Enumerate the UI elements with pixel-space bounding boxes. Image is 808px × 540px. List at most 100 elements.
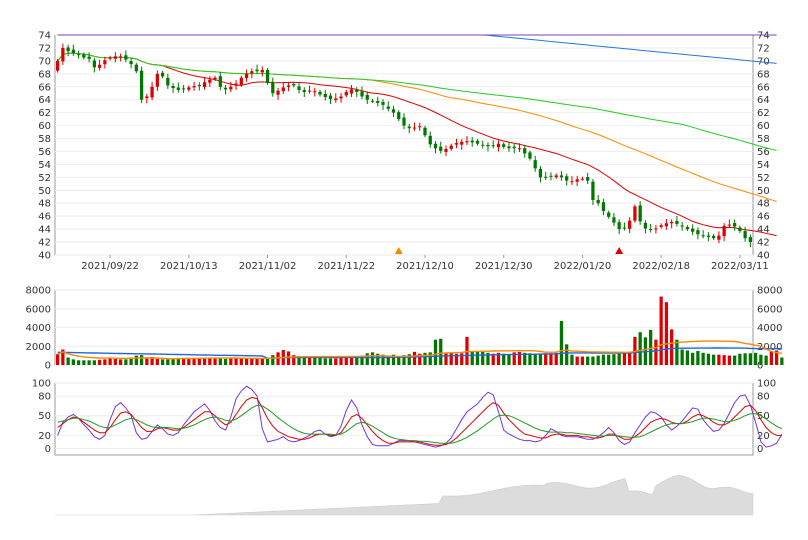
- price-ytick-right: 50: [757, 186, 770, 197]
- oscillator-line-1: [57, 385, 783, 448]
- price-ytick-left: 54: [38, 160, 51, 171]
- candle-body: [129, 61, 133, 65]
- volume-ytick-right: 0: [757, 361, 763, 372]
- volume-bar: [774, 350, 779, 365]
- price-frame: [54, 34, 754, 256]
- volume-bar: [460, 353, 464, 365]
- candle-body: [580, 178, 585, 180]
- volume-bar: [680, 349, 684, 365]
- candle-body: [286, 85, 291, 87]
- price-ytick-left: 70: [38, 56, 51, 67]
- oscillator-ytick-right: 80: [757, 392, 770, 403]
- volume-ma-line-1: [57, 347, 782, 359]
- volume-bar: [549, 353, 553, 365]
- volume-bar: [139, 355, 144, 365]
- candle-body: [444, 148, 448, 152]
- candle-body: [554, 175, 558, 178]
- candle-body: [607, 212, 611, 217]
- volume-ytick-right: 6000: [757, 304, 782, 315]
- volume-bar: [187, 357, 191, 365]
- volume-bar: [307, 357, 312, 365]
- candle-body: [66, 47, 70, 52]
- volume-bar: [197, 358, 201, 365]
- candle-body: [664, 223, 669, 227]
- volume-bar: [507, 354, 511, 365]
- price-xtick-label: 2021/11/22: [317, 261, 375, 272]
- volume-bar: [103, 359, 107, 365]
- volume-bar: [654, 339, 658, 365]
- price-ytick-left: 64: [38, 95, 51, 106]
- volume-bar: [538, 354, 543, 365]
- volume-ytick-left: 8000: [26, 286, 51, 297]
- candle-body: [166, 77, 170, 86]
- volume-bar: [748, 353, 753, 365]
- candle-body: [334, 98, 338, 101]
- volume-bar: [213, 358, 217, 365]
- volume-bar: [323, 358, 327, 365]
- volume-bar: [407, 354, 411, 365]
- candle-body: [176, 87, 180, 90]
- price-xtick-label: 2022/02/18: [632, 261, 690, 272]
- candle-body: [586, 177, 590, 181]
- volume-bar: [181, 357, 186, 365]
- volume-ytick-left: 0: [45, 361, 51, 372]
- candle-body: [239, 77, 243, 86]
- volume-bar: [76, 360, 81, 365]
- price-ytick-right: 74: [757, 31, 770, 42]
- candle-body: [229, 86, 233, 90]
- volume-bar: [601, 354, 606, 365]
- price-ytick-right: 62: [757, 108, 770, 119]
- candle-body: [596, 200, 600, 204]
- candle-body: [349, 89, 354, 94]
- candle-body: [208, 79, 212, 83]
- candle-body: [491, 145, 495, 147]
- oscillator-line-2: [57, 396, 782, 446]
- candle-body: [328, 95, 333, 100]
- volume-bar: [376, 353, 380, 365]
- price-ytick-right: 58: [757, 134, 770, 145]
- volume-bar: [82, 360, 86, 365]
- candle-body: [517, 148, 522, 150]
- volume-bar: [769, 351, 773, 365]
- candle-body: [187, 87, 191, 90]
- candle-body: [481, 144, 485, 146]
- price-xtick-label: 2022/01/20: [554, 261, 612, 272]
- navigator-panel: [55, 475, 754, 516]
- price-ytick-left: 74: [38, 31, 51, 42]
- candle-body: [428, 135, 432, 145]
- candle-body: [76, 54, 81, 56]
- candle-body: [265, 69, 270, 83]
- candle-body: [701, 235, 705, 237]
- volume-bar: [292, 355, 296, 365]
- candle-body: [71, 49, 75, 54]
- volume-bar: [628, 352, 632, 365]
- volume-bar: [712, 354, 716, 365]
- candle-body: [55, 60, 60, 71]
- oscillator-frame: [54, 382, 754, 456]
- price-ytick-left: 50: [38, 186, 51, 197]
- price-ytick-right: 64: [757, 95, 770, 106]
- candle-body: [376, 101, 380, 103]
- volume-bar: [313, 357, 317, 365]
- candle-body: [696, 230, 700, 235]
- candle-body: [192, 86, 196, 88]
- price-xtick-label: 2021/12/10: [396, 261, 454, 272]
- candle-body: [271, 81, 275, 94]
- candle-body: [370, 100, 375, 102]
- candle-body: [496, 143, 501, 148]
- volume-bar: [234, 357, 238, 365]
- volume-bar: [691, 352, 695, 365]
- candle-body: [475, 140, 480, 144]
- candle-body: [397, 112, 401, 120]
- price-ytick-right: 66: [757, 82, 770, 93]
- oscillator-line-3: [57, 404, 783, 444]
- candle-body: [87, 56, 91, 59]
- oscillator-ytick-left: 20: [38, 431, 51, 442]
- candle-body: [292, 83, 296, 86]
- price-ytick-left: 58: [38, 134, 51, 145]
- volume-bar: [722, 355, 726, 365]
- candle-body: [460, 141, 464, 145]
- volume-bar: [118, 359, 123, 365]
- candle-body: [160, 72, 165, 77]
- candle-body: [449, 145, 453, 149]
